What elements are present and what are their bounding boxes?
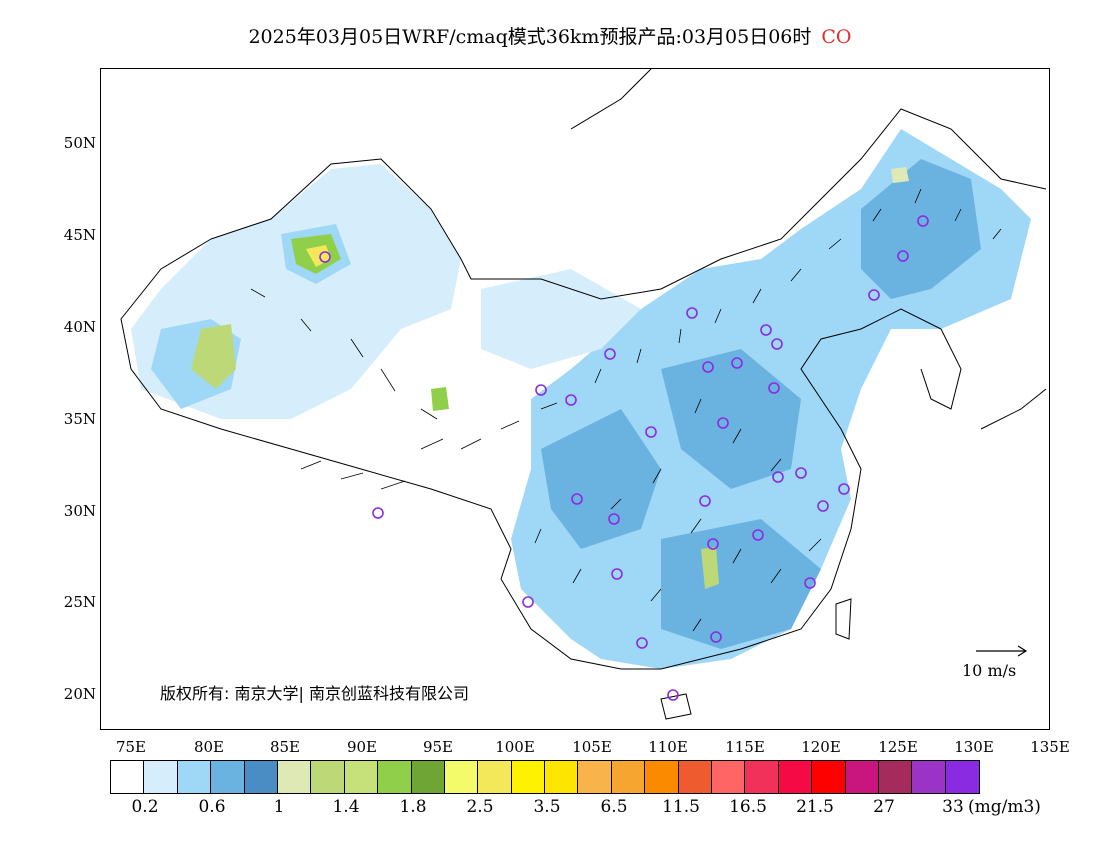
field-east-light (481, 269, 641, 369)
lon-label-90e: 90E (346, 738, 378, 756)
lat-label-20n: 20N (63, 685, 96, 703)
colorbar-cell (745, 761, 779, 793)
colorbar-label: 16.5 (729, 797, 767, 817)
colorbar-cell (511, 761, 546, 793)
lon-label-115e: 115E (725, 738, 765, 756)
colorbar-label: 3.5 (533, 797, 561, 817)
japan (980, 388, 1047, 430)
field-northeast-green (891, 167, 909, 183)
colorbar-cell (211, 761, 245, 793)
colorbar-cell (845, 761, 879, 793)
colorbar-label: 1.8 (399, 797, 427, 817)
colorbar-cell (545, 761, 579, 793)
colorbar-cell (311, 761, 345, 793)
colorbar-cell (778, 761, 813, 793)
map-frame (100, 68, 1050, 730)
colorbar-cell (645, 761, 679, 793)
colorbar-cell (244, 761, 278, 793)
lat-label-50n: 50N (63, 134, 96, 152)
lat-label-25n: 25N (63, 593, 96, 611)
lon-label-120e: 120E (801, 738, 841, 756)
wind-vectors (250, 188, 1002, 632)
colorbar-cell (344, 761, 379, 793)
colorbar (110, 760, 981, 794)
colorbar-cell (277, 761, 312, 793)
field-south (661, 519, 821, 649)
colorbar-cell (878, 761, 913, 793)
lon-label-95e: 95E (422, 738, 454, 756)
colorbar-unit: (mg/m3) (968, 797, 1041, 817)
field-northeast-dark (861, 159, 981, 299)
colorbar-label: 0.6 (198, 797, 226, 817)
field-central (661, 349, 801, 489)
colorbar-cell (578, 761, 612, 793)
co-field (131, 129, 1031, 669)
map-title: 2025年03月05日WRF/cmaq模式36km预报产品:03月05日06时 C… (0, 22, 1100, 49)
lon-label-80e: 80E (193, 738, 225, 756)
field-qinghai-green (431, 387, 449, 411)
wind-scale-label: 10 m/s (962, 661, 1017, 680)
colorbar-label: 1 (273, 797, 285, 817)
east-coast (800, 308, 942, 530)
field-hunan-green (701, 547, 719, 589)
lon-label-110e: 110E (648, 738, 688, 756)
lon-label-105e: 105E (572, 738, 612, 756)
korea (920, 328, 962, 410)
colorbar-label: 0.2 (131, 797, 159, 817)
lon-label-130e: 130E (954, 738, 994, 756)
colorbar-cell (678, 761, 713, 793)
colorbar-cell (378, 761, 412, 793)
colorbar-cell (177, 761, 212, 793)
lat-label-40n: 40N (63, 318, 96, 336)
colorbar-cell (712, 761, 746, 793)
west-border (120, 238, 512, 580)
wind-scale-arrow (976, 645, 1028, 657)
colorbar-cell (812, 761, 846, 793)
colorbar-cell (945, 761, 980, 793)
colorbar-label: 6.5 (600, 797, 628, 817)
colorbar-cell (912, 761, 946, 793)
lon-label-125e: 125E (878, 738, 918, 756)
coastline-borders (120, 69, 1047, 720)
map-canvas (120, 69, 1047, 720)
colorbar-cell (478, 761, 512, 793)
colorbar-label: 11.5 (662, 797, 700, 817)
colorbar-label: 1.4 (332, 797, 360, 817)
field-sichuan (541, 409, 661, 549)
colorbar-cell (611, 761, 646, 793)
colorbar-label: 2.5 (466, 797, 494, 817)
title-main: 2025年03月05日WRF/cmaq模式36km预报产品:03月05日06时 (248, 26, 812, 48)
colorbar-label: 21.5 (796, 797, 834, 817)
colorbar-cell (444, 761, 479, 793)
field-tarim-green (191, 324, 236, 389)
lon-label-100e: 100E (495, 738, 535, 756)
title-species: CO (821, 26, 852, 48)
lat-label-30n: 30N (63, 502, 96, 520)
china-border (210, 108, 1047, 300)
copyright-text: 版权所有: 南京大学| 南京创蓝科技有限公司 (160, 684, 469, 703)
taiwan (835, 598, 852, 640)
colorbar-cell (411, 761, 445, 793)
lon-label-135e: 135E (1030, 738, 1070, 756)
lon-label-85e: 85E (269, 738, 301, 756)
city-markers (319, 215, 929, 701)
colorbar-cell (111, 761, 145, 793)
lat-label-45n: 45N (63, 226, 96, 244)
south-border (500, 528, 852, 670)
colorbar-label: 27 (873, 797, 895, 817)
lon-label-75e: 75E (115, 738, 147, 756)
hainan (660, 693, 692, 720)
colorbar-label: 33 (942, 797, 964, 817)
lat-label-35n: 35N (63, 410, 96, 428)
lake-baikal (570, 69, 652, 130)
colorbar-cell (144, 761, 178, 793)
